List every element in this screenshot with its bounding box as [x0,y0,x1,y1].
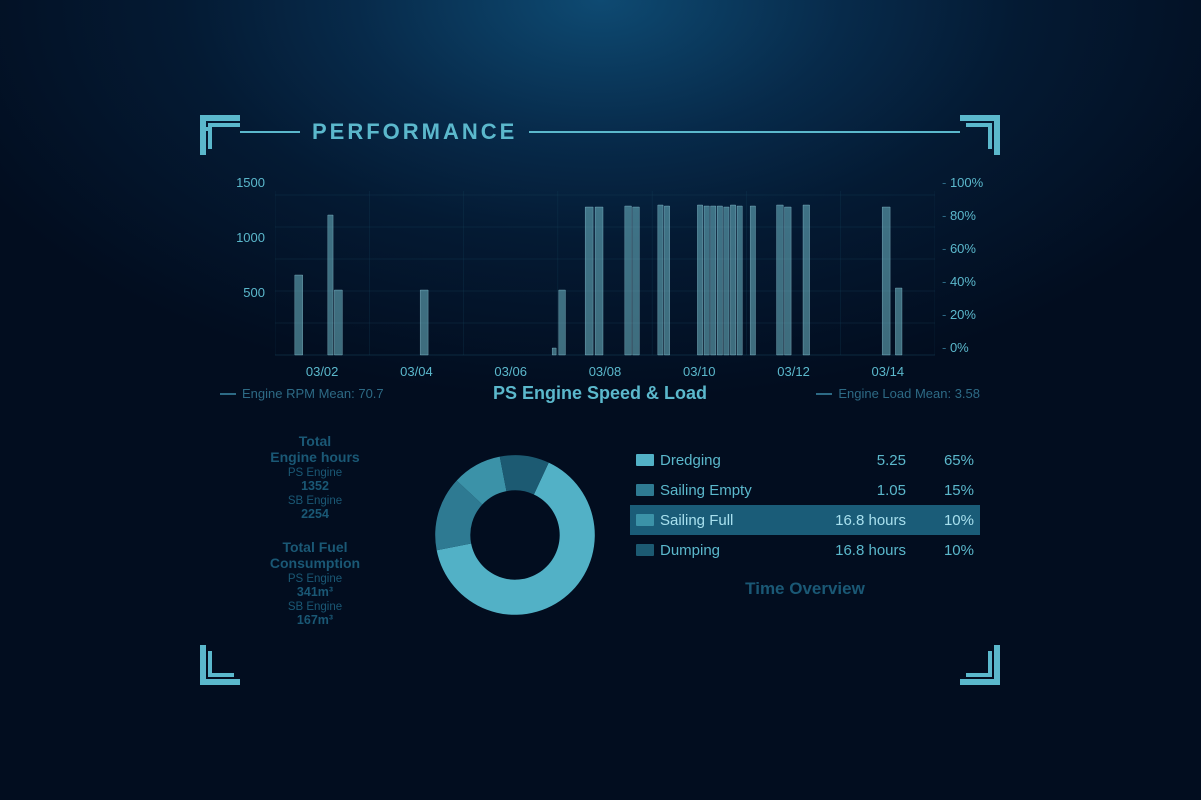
legend-dash-icon [220,393,236,395]
engine-hours-ps-label: PS Engine [230,467,400,479]
y-right-tick: - 20% [942,307,990,322]
title-rule-right [529,131,960,133]
legend-dash-icon [816,393,832,395]
engine-chart: 15001000500 - 100%- 80%- 60%- 40%- 20%- … [220,175,990,375]
time-row[interactable]: Dumping16.8 hours10% [630,535,980,565]
engine-hours-sb-value: 2254 [230,507,400,521]
engine-hours-block: Total Engine hours PS Engine 1352 SB Eng… [230,433,400,521]
time-row-value: 16.8 hours [828,542,918,559]
time-row-pct: 10% [918,542,974,559]
y-left-tick: 1000 [220,230,265,245]
corner-bracket-br [960,645,1000,685]
panel-title-row: PERFORMANCE [240,119,960,145]
time-row-label: Dumping [660,542,828,559]
chart-plot-area [275,175,935,375]
x-tick: 03/02 [275,364,369,379]
x-tick: 03/14 [841,364,935,379]
time-overview-section: Dredging5.2565%Sailing Empty1.0515%Saili… [630,425,980,645]
chart-legend-load: Engine Load Mean: 3.58 [816,386,980,401]
x-tick: 03/06 [464,364,558,379]
chart-legend-rpm: Engine RPM Mean: 70.7 [220,386,384,401]
performance-panel: PERFORMANCE 1500 1000 500 - 100% - 80% - 60%… [200,115,1000,685]
time-row-swatch [636,544,654,556]
time-row-swatch [636,454,654,466]
chart-title: PS Engine Speed & Load [493,383,707,404]
corner-bracket-tl [200,115,240,155]
chart-caption-row: Engine RPM Mean: 70.7 PS Engine Speed & … [220,383,980,404]
x-tick: 03/10 [652,364,746,379]
y-left-tick: 1500 [220,175,265,190]
y-right-tick: - 40% [942,274,990,289]
chart-y-right-labels: - 100% - 80% - 60% - 40% - 20% - 0% [942,175,990,355]
time-overview-table: Dredging5.2565%Sailing Empty1.0515%Saili… [630,445,980,565]
corner-bracket-bl [200,645,240,685]
time-row-swatch [636,484,654,496]
fuel-sb-value: 167m³ [230,613,400,627]
time-row[interactable]: Sailing Full16.8 hours10% [630,505,980,535]
fuel-title-2: Consumption [230,555,400,571]
y-right-tick: - 0% [942,340,990,355]
donut-chart [410,425,620,645]
chart-x-labels: 03/0203/0403/0603/0803/1003/1203/14 [275,364,935,379]
fuel-ps-label: PS Engine [230,573,400,585]
time-row-label: Sailing Full [660,512,828,529]
engine-hours-sb-label: SB Engine [230,495,400,507]
x-tick: 03/12 [746,364,840,379]
time-row-label: Sailing Empty [660,482,828,499]
y-right-tick: - 60% [942,241,990,256]
fuel-block: Total Fuel Consumption PS Engine 341m³ S… [230,539,400,627]
time-row-value: 5.25 [828,452,918,469]
time-row-value: 1.05 [828,482,918,499]
chart-legend-load-text: Engine Load Mean: 3.58 [838,386,980,401]
chart-y-left-labels: 1500 1000 500 [220,175,265,355]
fuel-ps-value: 341m³ [230,585,400,599]
engine-hours-ps-value: 1352 [230,479,400,493]
chart-legend-rpm-text: Engine RPM Mean: 70.7 [242,386,384,401]
stats-column: Total Engine hours PS Engine 1352 SB Eng… [230,425,400,645]
corner-bracket-tr [960,115,1000,155]
x-tick: 03/04 [369,364,463,379]
time-row[interactable]: Dredging5.2565% [630,445,980,475]
y-left-tick: 500 [220,285,265,300]
fuel-title-1: Total Fuel [230,539,400,555]
fuel-sb-label: SB Engine [230,601,400,613]
time-row-pct: 65% [918,452,974,469]
time-row-pct: 15% [918,482,974,499]
engine-hours-title-2: Engine hours [230,449,400,465]
time-overview-title: Time Overview [630,579,980,599]
x-tick: 03/08 [558,364,652,379]
title-rule-left [240,131,300,133]
engine-hours-title-1: Total [230,433,400,449]
lower-section: Total Engine hours PS Engine 1352 SB Eng… [230,425,980,645]
time-row-value: 16.8 hours [828,512,918,529]
time-row-pct: 10% [918,512,974,529]
y-right-tick: - 80% [942,208,990,223]
time-row[interactable]: Sailing Empty1.0515% [630,475,980,505]
time-row-swatch [636,514,654,526]
panel-title: PERFORMANCE [300,119,529,145]
time-row-label: Dredging [660,452,828,469]
y-right-tick: - 100% [942,175,990,190]
